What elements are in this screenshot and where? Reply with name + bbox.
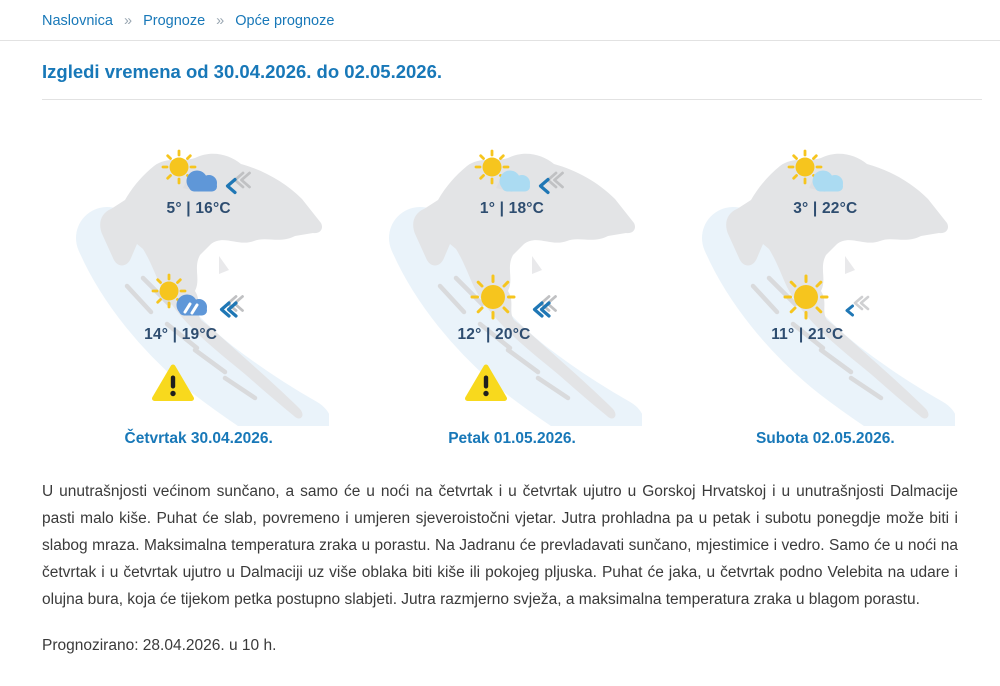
sun-light-cloud-icon [470, 148, 536, 198]
wind-chevrons-icon [528, 294, 558, 320]
weather-icon-slot-north [783, 148, 849, 198]
sun-cloud-rain-icon [147, 272, 213, 322]
weather-icon-slot-north [157, 148, 223, 198]
forecast-day-panel-saturday: 3° | 22°C 11° | 21°C Subot [669, 136, 982, 448]
weather-icon-slot-south [460, 272, 526, 322]
issued-line: Prognozirano: 28.04.2026. u 10 h. [42, 637, 277, 654]
page-title: Izgledi vremena od 30.04.2026. do 02.05.… [42, 61, 443, 82]
south-temperature: 14° | 19°C [144, 326, 218, 343]
warning-triangle-icon [151, 362, 195, 402]
day-label: Četvrtak 30.04.2026. [124, 430, 273, 447]
wind-chevrons-icon [223, 170, 253, 196]
wind-chevrons-icon [215, 294, 245, 320]
warning-slot [151, 362, 195, 402]
wind-chevrons-icon [536, 170, 566, 196]
weather-icon-slot-south [147, 272, 213, 322]
breadcrumb-link-prognoze[interactable]: Prognoze [143, 13, 206, 29]
sun-light-cloud-icon [783, 148, 849, 198]
forecast-maps-row: 5° | 16°C 14° | 19°C Četvr [42, 136, 982, 448]
north-temperature: 5° | 16°C [166, 200, 231, 217]
sun-cloud-icon [157, 148, 223, 198]
wind-chevrons-icon [841, 294, 871, 320]
breadcrumb-link-opce-prognoze[interactable]: Opće prognoze [235, 13, 335, 29]
title-divider [42, 99, 982, 100]
sun-icon [460, 272, 526, 322]
map-box: 3° | 22°C 11° | 21°C [695, 136, 955, 426]
breadcrumb-link-naslovnica[interactable]: Naslovnica [42, 13, 113, 29]
forecast-day-panel-friday: 1° | 18°C 12° | 20°C Petak [355, 136, 668, 448]
forecast-day-panel-thursday: 5° | 16°C 14° | 19°C Četvr [42, 136, 355, 448]
weather-icon-slot-north [470, 148, 536, 198]
forecast-narrative: U unutrašnjosti većinom sunčano, a samo … [42, 483, 958, 608]
sun-icon [773, 272, 839, 322]
weather-icon-slot-south [773, 272, 839, 322]
south-temperature: 11° | 21°C [771, 326, 844, 343]
breadcrumb-separator: » [216, 13, 225, 29]
south-temperature: 12° | 20°C [457, 326, 531, 343]
wind-chevrons-icon [849, 170, 879, 196]
map-box: 5° | 16°C 14° | 19°C [69, 136, 329, 426]
north-temperature: 3° | 22°C [793, 200, 858, 217]
north-temperature: 1° | 18°C [479, 200, 545, 217]
warning-slot [464, 362, 508, 402]
warning-triangle-icon [464, 362, 508, 402]
breadcrumb: Naslovnica » Prognoze » Opće prognoze [0, 0, 1000, 41]
warning-slot [777, 362, 821, 402]
breadcrumb-separator: » [123, 13, 133, 29]
day-label: Petak 01.05.2026. [448, 430, 576, 447]
day-label: Subota 02.05.2026. [755, 430, 895, 447]
map-box: 1° | 18°C 12° | 20°C [382, 136, 642, 426]
